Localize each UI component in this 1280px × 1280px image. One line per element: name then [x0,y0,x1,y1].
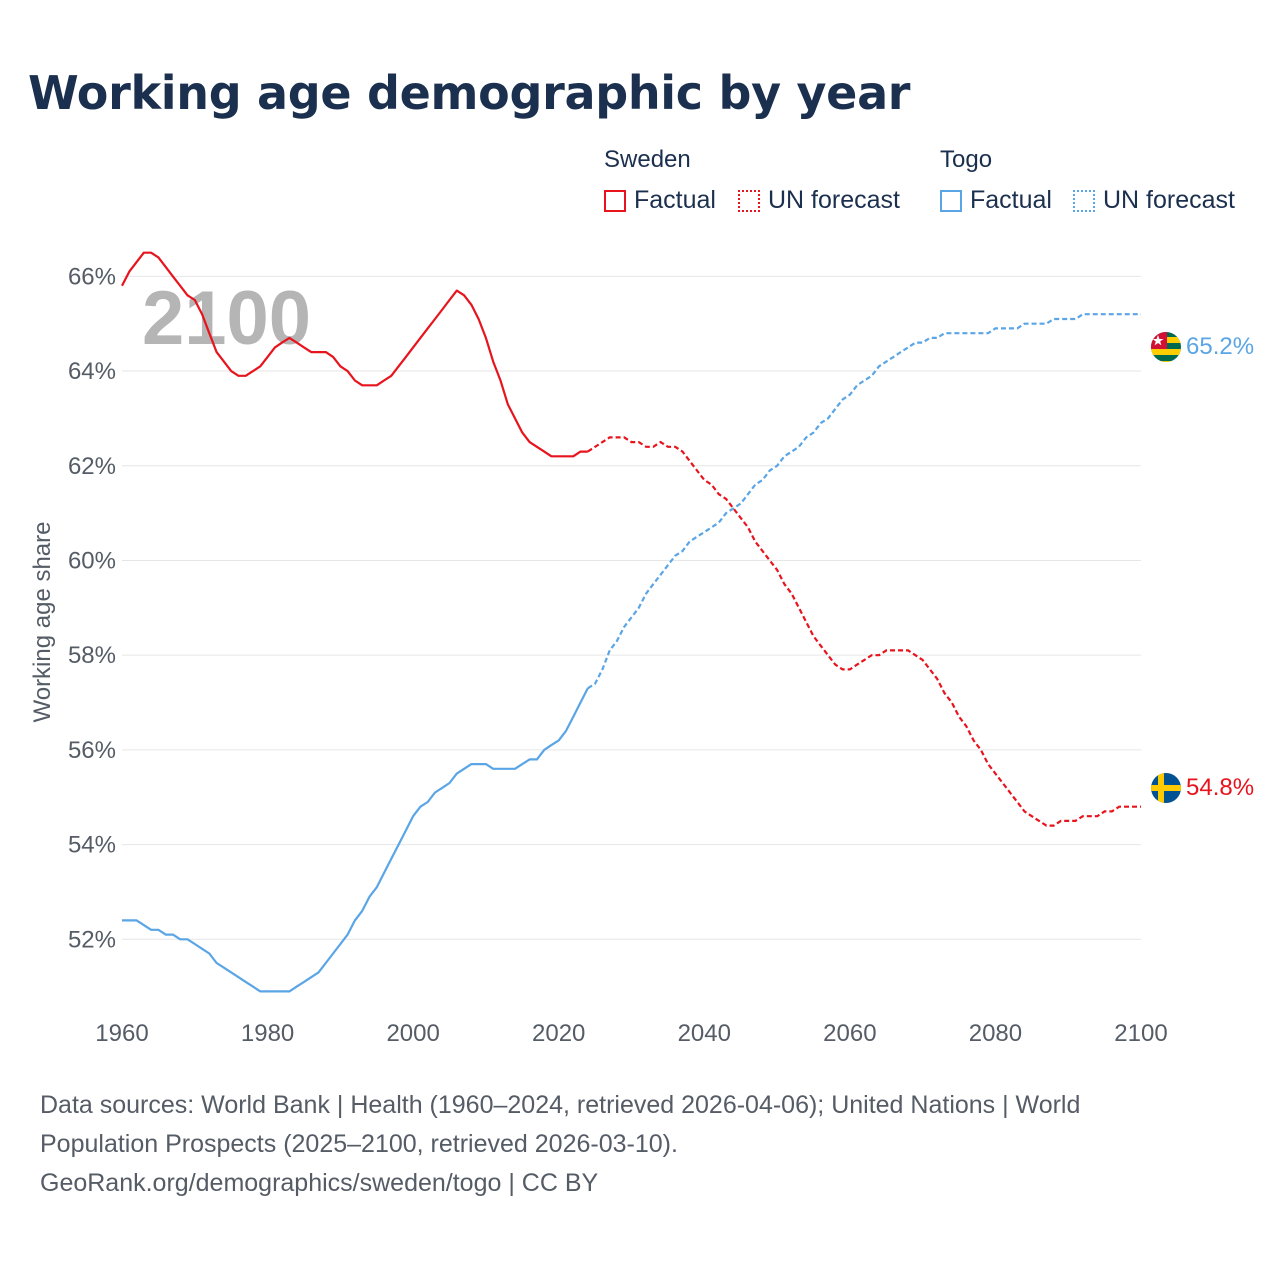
sweden-forecast-line[interactable] [587,436,1141,827]
footer-sources: Data sources: World Bank | Health (1960–… [40,1086,1240,1203]
y-tick-label: 52% [68,926,116,953]
x-tick-label: 2020 [532,1020,585,1047]
legend-group-sweden: Sweden [604,146,691,173]
footer-line: GeoRank.org/demographics/sweden/togo | C… [40,1169,599,1197]
legend-label: Factual [634,186,716,214]
y-tick-label: 62% [68,453,116,480]
year-overlay: 2100 [142,276,311,361]
x-tick-label: 2000 [386,1020,439,1047]
legend-togo-factual[interactable]: Factual [940,186,1052,215]
legend-swatch-dotted-icon [1073,189,1095,212]
togo-factual-line[interactable] [122,687,589,993]
chart-title: Working age demographic by year [28,66,911,120]
legend-group-togo: Togo [940,146,993,173]
footer-line: Population Prospects (2025–2100, retriev… [40,1130,678,1158]
legend-label: UN forecast [1103,186,1235,214]
legend-label: UN forecast [768,186,900,214]
x-tick-label: 2100 [1114,1020,1167,1047]
togo-flag-icon [1151,332,1181,362]
gridlines [122,275,1141,940]
y-tick-label: 54% [68,832,116,859]
footer-line: Data sources: World Bank | Health (1960–… [40,1091,1081,1119]
x-tick-label: 1960 [95,1020,148,1047]
y-tick-label: 60% [68,547,116,574]
x-tick-label: 2080 [969,1020,1022,1047]
x-tick-label: 2040 [678,1020,731,1047]
axis-ticks: 52% 54% 56% 58% 60% 62% 64% 66% 1960 1980 2000 2020… [68,263,1168,1047]
legend-sweden-factual[interactable]: Factual [604,186,716,215]
y-axis-label: Working age share [29,522,56,723]
legend-sweden-forecast[interactable]: UN forecast [738,186,900,215]
legend-swatch-dotted-icon [738,189,760,212]
sweden-factual-line[interactable] [121,251,588,458]
sweden-flag-icon [1151,773,1181,803]
legend-label: Factual [970,186,1052,214]
sweden-end-label: 54.8% [1186,774,1254,801]
togo-end-label: 65.2% [1186,333,1254,360]
line-chart: 2100 52% 54% 56% 58% 60% 62% 64% 66% 1960 1980 200… [29,251,1254,1047]
y-tick-label: 66% [68,263,116,290]
togo-forecast-line[interactable] [587,313,1141,690]
y-tick-label: 58% [68,642,116,669]
series [121,251,1141,993]
y-tick-label: 56% [68,737,116,764]
x-tick-label: 1980 [241,1020,294,1047]
legend-togo-forecast[interactable]: UN forecast [1073,186,1235,215]
x-tick-label: 2060 [823,1020,876,1047]
legend-swatch-solid-icon [940,189,962,212]
legend-swatch-solid-icon [604,189,626,212]
y-tick-label: 64% [68,358,116,385]
